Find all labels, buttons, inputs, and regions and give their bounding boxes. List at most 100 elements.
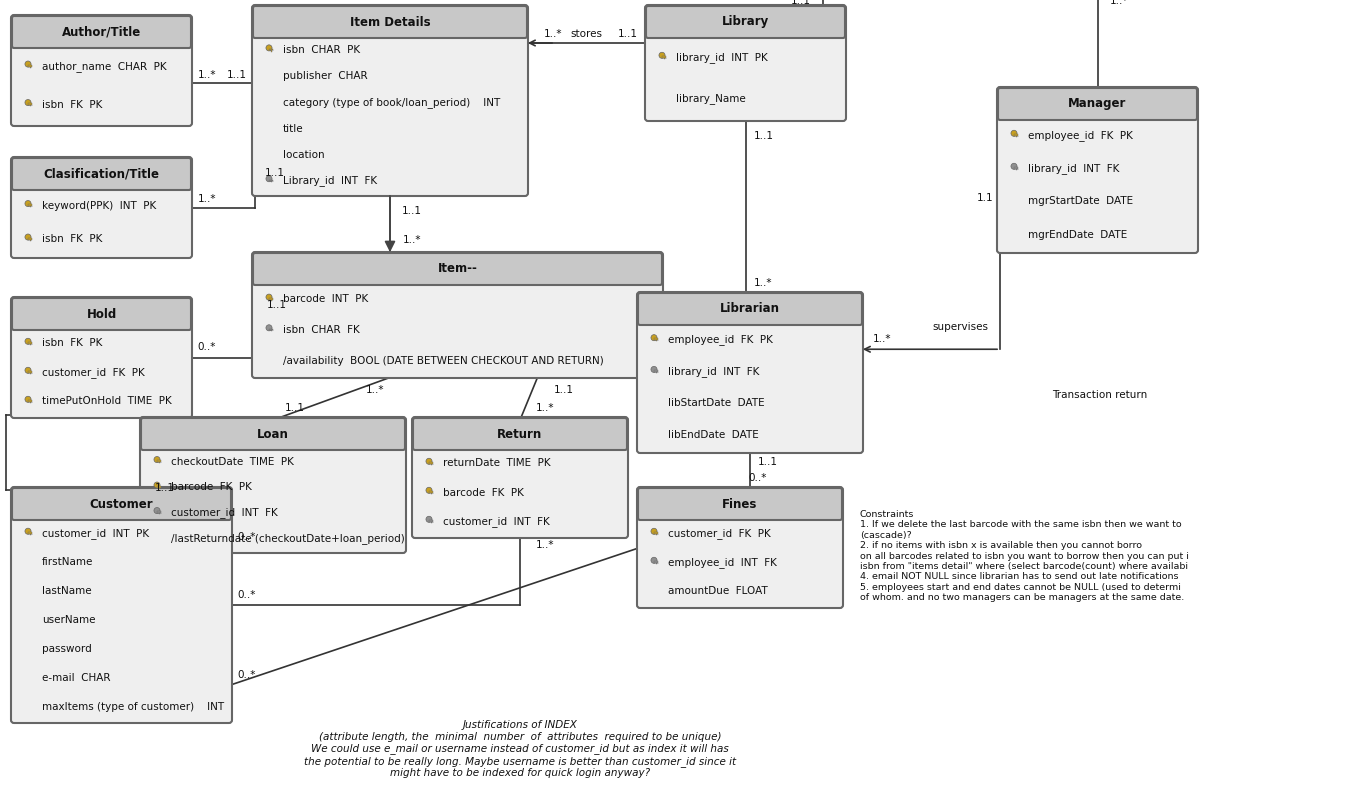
Circle shape <box>1011 164 1016 169</box>
Text: 1..1: 1..1 <box>265 168 285 178</box>
Text: 1..*: 1..* <box>198 195 216 205</box>
Bar <box>269 298 273 299</box>
Text: firstName: firstName <box>42 557 94 567</box>
Text: 0..*: 0..* <box>237 590 256 600</box>
Text: 1..*: 1..* <box>403 235 421 245</box>
Bar <box>157 511 161 513</box>
Text: Hold: Hold <box>87 307 117 321</box>
Text: libEndDate  DATE: libEndDate DATE <box>668 430 759 440</box>
Text: library_id  INT  FK: library_id INT FK <box>668 366 760 377</box>
Text: keyword(PPK)  INT  PK: keyword(PPK) INT PK <box>42 201 156 210</box>
Text: barcode  FK  PK: barcode FK PK <box>442 488 524 498</box>
Circle shape <box>24 368 31 373</box>
FancyBboxPatch shape <box>11 157 191 258</box>
Text: isbn  FK  PK: isbn FK PK <box>42 338 102 349</box>
Bar <box>28 204 33 206</box>
FancyBboxPatch shape <box>636 487 843 608</box>
Text: employee_id  INT  FK: employee_id INT FK <box>668 557 776 568</box>
Text: 1..*: 1..* <box>754 278 772 288</box>
Bar <box>28 238 33 240</box>
Bar <box>1014 134 1018 136</box>
Text: userName: userName <box>42 615 95 625</box>
Text: isbn  FK  PK: isbn FK PK <box>42 234 102 245</box>
FancyBboxPatch shape <box>252 5 528 196</box>
Bar <box>28 342 33 344</box>
Text: location: location <box>284 150 324 160</box>
Text: 1..1: 1..1 <box>753 131 773 141</box>
Bar <box>28 371 33 373</box>
Text: 1..*: 1..* <box>1110 0 1129 6</box>
FancyBboxPatch shape <box>646 6 845 38</box>
Bar <box>269 329 273 330</box>
Text: customer_id  FK  PK: customer_id FK PK <box>42 367 145 378</box>
Text: Manager: Manager <box>1068 98 1126 110</box>
Text: 1.1: 1.1 <box>977 193 993 203</box>
Text: 1..1: 1..1 <box>227 70 247 80</box>
Circle shape <box>153 482 160 488</box>
FancyBboxPatch shape <box>11 15 191 126</box>
FancyBboxPatch shape <box>141 418 404 450</box>
Text: e-mail  CHAR: e-mail CHAR <box>42 673 110 683</box>
Text: mgrEndDate  DATE: mgrEndDate DATE <box>1029 229 1128 240</box>
Circle shape <box>651 366 657 372</box>
FancyBboxPatch shape <box>12 298 191 330</box>
Text: 0..*: 0..* <box>237 670 256 680</box>
Text: Constraints
1. If we delete the last barcode with the same isbn then we want to
: Constraints 1. If we delete the last bar… <box>860 510 1189 602</box>
Text: category (type of book/loan_period)    INT: category (type of book/loan_period) INT <box>284 97 501 108</box>
Circle shape <box>24 99 31 106</box>
Text: Author/Title: Author/Title <box>62 25 141 38</box>
Text: customer_id  FK  PK: customer_id FK PK <box>668 528 771 539</box>
Text: 1..1: 1..1 <box>554 385 574 395</box>
Circle shape <box>24 61 31 67</box>
Text: isbn  CHAR  PK: isbn CHAR PK <box>284 45 360 55</box>
Text: Return: Return <box>498 427 543 441</box>
Text: 0..*: 0..* <box>198 342 216 353</box>
Text: barcode  FK  PK: barcode FK PK <box>171 482 252 492</box>
Text: maxItems (type of customer)    INT: maxItems (type of customer) INT <box>42 702 224 711</box>
Bar <box>429 491 433 493</box>
Text: Item Details: Item Details <box>350 16 430 29</box>
Text: 1..1: 1..1 <box>617 29 638 39</box>
Bar <box>269 179 273 181</box>
Text: employee_id  FK  PK: employee_id FK PK <box>668 334 773 345</box>
FancyBboxPatch shape <box>12 488 231 520</box>
Text: isbn  FK  PK: isbn FK PK <box>42 100 102 110</box>
Text: Librarian: Librarian <box>721 303 780 315</box>
Circle shape <box>266 325 271 331</box>
Text: Transaction return: Transaction return <box>1053 390 1148 400</box>
Text: checkoutDate  TIME  PK: checkoutDate TIME PK <box>171 457 294 467</box>
FancyBboxPatch shape <box>252 6 527 38</box>
FancyBboxPatch shape <box>413 417 628 538</box>
Text: password: password <box>42 644 92 653</box>
Text: barcode  INT  PK: barcode INT PK <box>284 295 368 304</box>
Circle shape <box>426 488 432 493</box>
FancyBboxPatch shape <box>11 487 232 723</box>
Text: author_name  CHAR  PK: author_name CHAR PK <box>42 61 167 71</box>
Circle shape <box>660 52 665 58</box>
Bar <box>28 65 33 67</box>
Text: isbn  CHAR  FK: isbn CHAR FK <box>284 325 360 335</box>
Text: /lastReturndate (checkoutDate+loan_period): /lastReturndate (checkoutDate+loan_perio… <box>171 533 404 544</box>
FancyBboxPatch shape <box>638 488 841 520</box>
Text: 1..1: 1..1 <box>267 300 286 310</box>
Text: 1..*: 1..* <box>536 540 554 550</box>
FancyBboxPatch shape <box>12 16 191 48</box>
Text: /availability  BOOL (DATE BETWEEN CHECKOUT AND RETURN): /availability BOOL (DATE BETWEEN CHECKOU… <box>284 356 604 366</box>
Bar <box>429 520 433 522</box>
Circle shape <box>24 396 31 403</box>
FancyBboxPatch shape <box>997 88 1197 120</box>
Circle shape <box>1011 130 1016 137</box>
Circle shape <box>651 557 657 563</box>
Text: lastName: lastName <box>42 586 92 596</box>
FancyBboxPatch shape <box>140 417 406 553</box>
Text: 1..*: 1..* <box>873 334 892 345</box>
FancyBboxPatch shape <box>12 158 191 190</box>
Circle shape <box>266 44 271 51</box>
Text: Library: Library <box>722 16 769 29</box>
Bar <box>654 532 658 534</box>
FancyBboxPatch shape <box>638 293 862 325</box>
Circle shape <box>24 201 31 206</box>
Text: libStartDate  DATE: libStartDate DATE <box>668 399 764 408</box>
Text: 0..*: 0..* <box>237 533 256 542</box>
Bar <box>654 561 658 563</box>
